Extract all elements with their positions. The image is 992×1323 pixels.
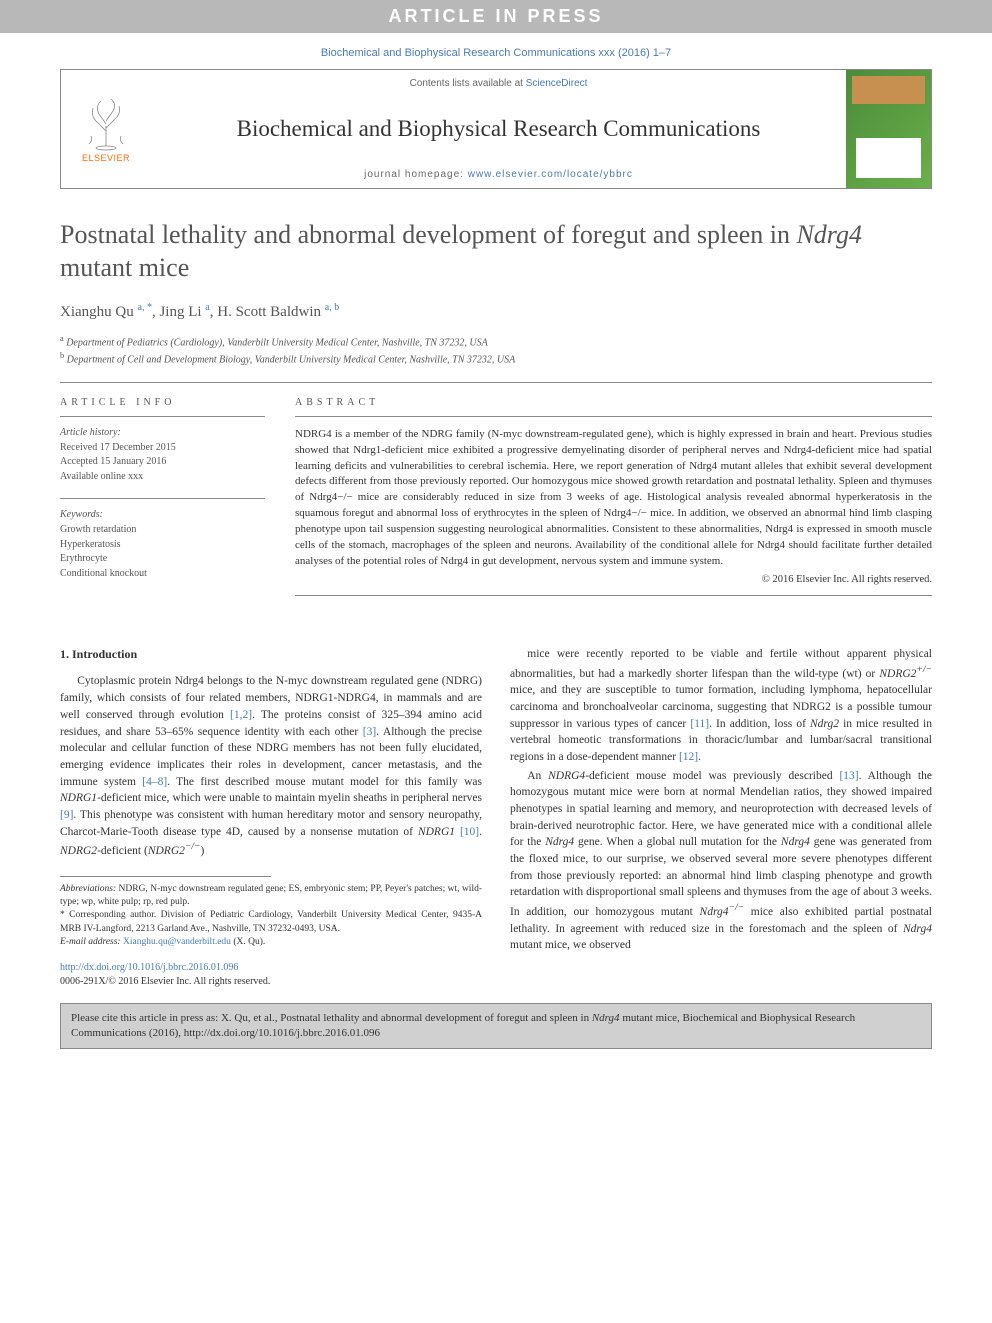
abbrev-label: Abbreviations:	[60, 884, 116, 894]
affiliation-a-text: Department of Pediatrics (Cardiology), V…	[66, 337, 488, 348]
journal-name: Biochemical and Biophysical Research Com…	[161, 108, 836, 150]
article-info-column: ARTICLE INFO Article history: Received 1…	[60, 397, 265, 596]
title-post: mutant mice	[60, 253, 189, 282]
top-citation-line: Biochemical and Biophysical Research Com…	[0, 33, 992, 69]
issn-copyright: 0006-291X/© 2016 Elsevier Inc. All right…	[60, 976, 270, 987]
author-1-sup: a, *	[138, 302, 152, 313]
journal-header-box: ELSEVIER Contents lists available at Sci…	[60, 69, 932, 189]
affiliation-a: a Department of Pediatrics (Cardiology),…	[60, 333, 932, 350]
article-body: Postnatal lethality and abnormal develop…	[0, 189, 992, 989]
info-divider-2	[60, 498, 265, 499]
article-in-press-banner: ARTICLE IN PRESS	[0, 0, 992, 33]
elsevier-wordmark: ELSEVIER	[82, 153, 130, 163]
abbrev-text: NDRG, N-myc downstream regulated gene; E…	[60, 884, 482, 907]
author-3: , H. Scott Baldwin	[210, 304, 321, 320]
contents-available-line: Contents lists available at ScienceDirec…	[161, 78, 836, 89]
footnotes-block: Abbreviations: NDRG, N-myc downstream re…	[60, 883, 482, 949]
section-1-heading: 1. Introduction	[60, 646, 482, 663]
divider-1	[60, 382, 932, 383]
history-label: Article history:	[60, 427, 265, 438]
footnote-separator	[60, 876, 271, 877]
keywords-list: Growth retardation Hyperkeratosis Erythr…	[60, 523, 265, 581]
affiliation-b: b Department of Cell and Development Bio…	[60, 350, 932, 367]
authors-list: Xianghu Qu a, *, Jing Li a, H. Scott Bal…	[60, 302, 932, 321]
copyright-line: © 2016 Elsevier Inc. All rights reserved…	[295, 574, 932, 585]
ref-link-12[interactable]: [12]	[679, 751, 698, 763]
sciencedirect-link[interactable]: ScienceDirect	[526, 78, 588, 89]
ref-link-10[interactable]: [10]	[460, 826, 479, 838]
elsevier-tree-icon	[81, 96, 131, 151]
abstract-heading: ABSTRACT	[295, 397, 932, 408]
abstract-divider-bottom	[295, 595, 932, 596]
abstract-column: ABSTRACT NDRG4 is a member of the NDRG f…	[295, 397, 932, 596]
homepage-prefix: journal homepage:	[364, 169, 468, 180]
affiliations: a Department of Pediatrics (Cardiology),…	[60, 333, 932, 368]
main-text-columns: 1. Introduction Cytoplasmic protein Ndrg…	[60, 646, 932, 989]
corresponding-email-link[interactable]: Xianghu.qu@vanderbilt.edu	[123, 937, 231, 947]
article-info-heading: ARTICLE INFO	[60, 397, 265, 408]
abbreviations-footnote: Abbreviations: NDRG, N-myc downstream re…	[60, 883, 482, 910]
info-divider	[60, 416, 265, 417]
doi-block: http://dx.doi.org/10.1016/j.bbrc.2016.01…	[60, 961, 482, 989]
author-2: , Jing Li	[152, 304, 202, 320]
corresponding-footnote: * Corresponding author. Division of Pedi…	[60, 909, 482, 936]
article-history: Received 17 December 2015 Accepted 15 Ja…	[60, 441, 265, 485]
keywords-label: Keywords:	[60, 509, 265, 520]
ref-link-13[interactable]: [13]	[839, 770, 858, 782]
ref-link-1-2[interactable]: [1,2]	[230, 709, 252, 721]
contents-prefix: Contents lists available at	[410, 78, 526, 89]
email-suffix: (X. Qu).	[231, 937, 265, 947]
email-label: E-mail address:	[60, 937, 121, 947]
homepage-line: journal homepage: www.elsevier.com/locat…	[161, 169, 836, 180]
elsevier-logo: ELSEVIER	[61, 70, 151, 188]
para-3: An NDRG4-deficient mouse model was previ…	[510, 768, 932, 954]
ref-link-9[interactable]: [9]	[60, 809, 73, 821]
author-3-sup: a, b	[325, 302, 339, 313]
para-2: mice were recently reported to be viable…	[510, 646, 932, 766]
citation-box: Please cite this article in press as: X.…	[60, 1003, 932, 1049]
email-footnote: E-mail address: Xianghu.qu@vanderbilt.ed…	[60, 936, 482, 949]
abstract-text: NDRG4 is a member of the NDRG family (N-…	[295, 427, 932, 570]
info-abstract-row: ARTICLE INFO Article history: Received 1…	[60, 397, 932, 596]
title-gene: Ndrg4	[796, 220, 862, 249]
journal-cover-thumbnail	[846, 70, 931, 188]
para-1: Cytoplasmic protein Ndrg4 belongs to the…	[60, 673, 482, 859]
article-title: Postnatal lethality and abnormal develop…	[60, 219, 932, 284]
header-center: Contents lists available at ScienceDirec…	[151, 70, 846, 188]
affiliation-b-text: Department of Cell and Development Biolo…	[67, 355, 516, 366]
doi-link[interactable]: http://dx.doi.org/10.1016/j.bbrc.2016.01…	[60, 962, 238, 973]
corr-label: * Corresponding author.	[60, 910, 156, 920]
homepage-link[interactable]: www.elsevier.com/locate/ybbrc	[468, 169, 633, 180]
ref-link-3[interactable]: [3]	[363, 726, 376, 738]
ref-link-4-8[interactable]: [4–8]	[142, 776, 167, 788]
author-1: Xianghu Qu	[60, 304, 134, 320]
ref-link-11[interactable]: [11]	[690, 718, 709, 730]
abstract-divider	[295, 416, 932, 417]
title-pre: Postnatal lethality and abnormal develop…	[60, 220, 796, 249]
